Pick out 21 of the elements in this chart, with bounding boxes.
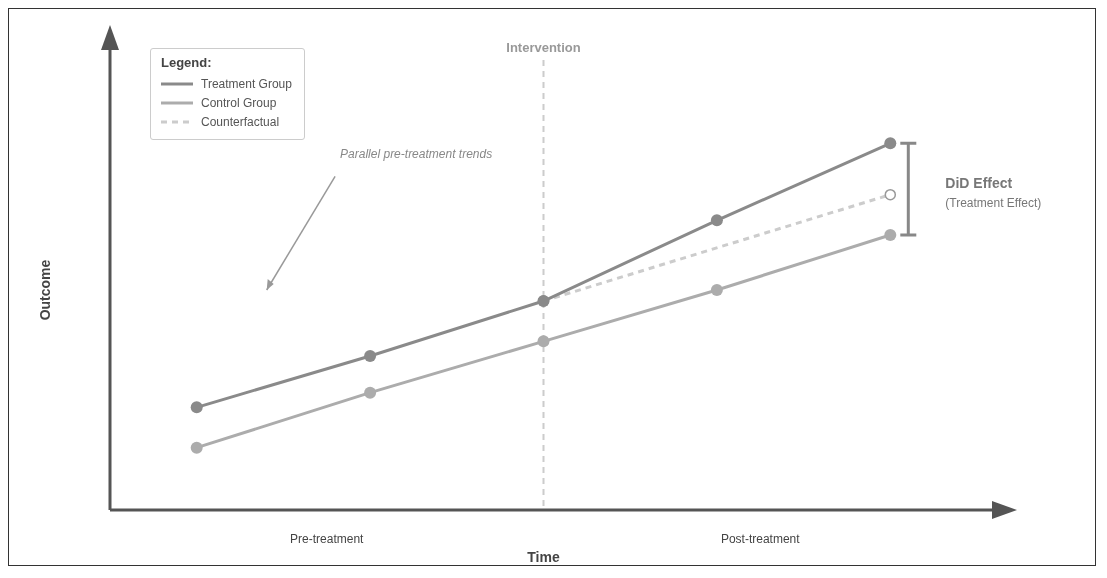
legend-label: Counterfactual	[201, 114, 280, 129]
point	[364, 350, 377, 362]
x-axis-title: Time	[527, 549, 560, 565]
legend-title: Legend:	[161, 55, 213, 70]
text: Post-treatment	[720, 532, 801, 547]
point	[190, 441, 203, 454]
point	[884, 137, 897, 150]
text: Intervention	[506, 39, 581, 55]
point	[190, 401, 203, 414]
point	[710, 214, 723, 227]
legend-label: Control Group	[201, 95, 277, 110]
annotation: (Treatment Effect)	[945, 195, 1042, 210]
annotation: Parallel pre-treatment trends	[340, 146, 493, 161]
y-axis-title: Outcome	[37, 259, 53, 321]
point	[884, 229, 897, 241]
point	[537, 335, 550, 348]
legend-label: Treatment Group	[201, 76, 292, 91]
point	[364, 386, 377, 399]
annotation: DiD Effect	[945, 174, 1013, 191]
point	[710, 284, 723, 296]
text: Pre-treatment	[290, 532, 365, 547]
